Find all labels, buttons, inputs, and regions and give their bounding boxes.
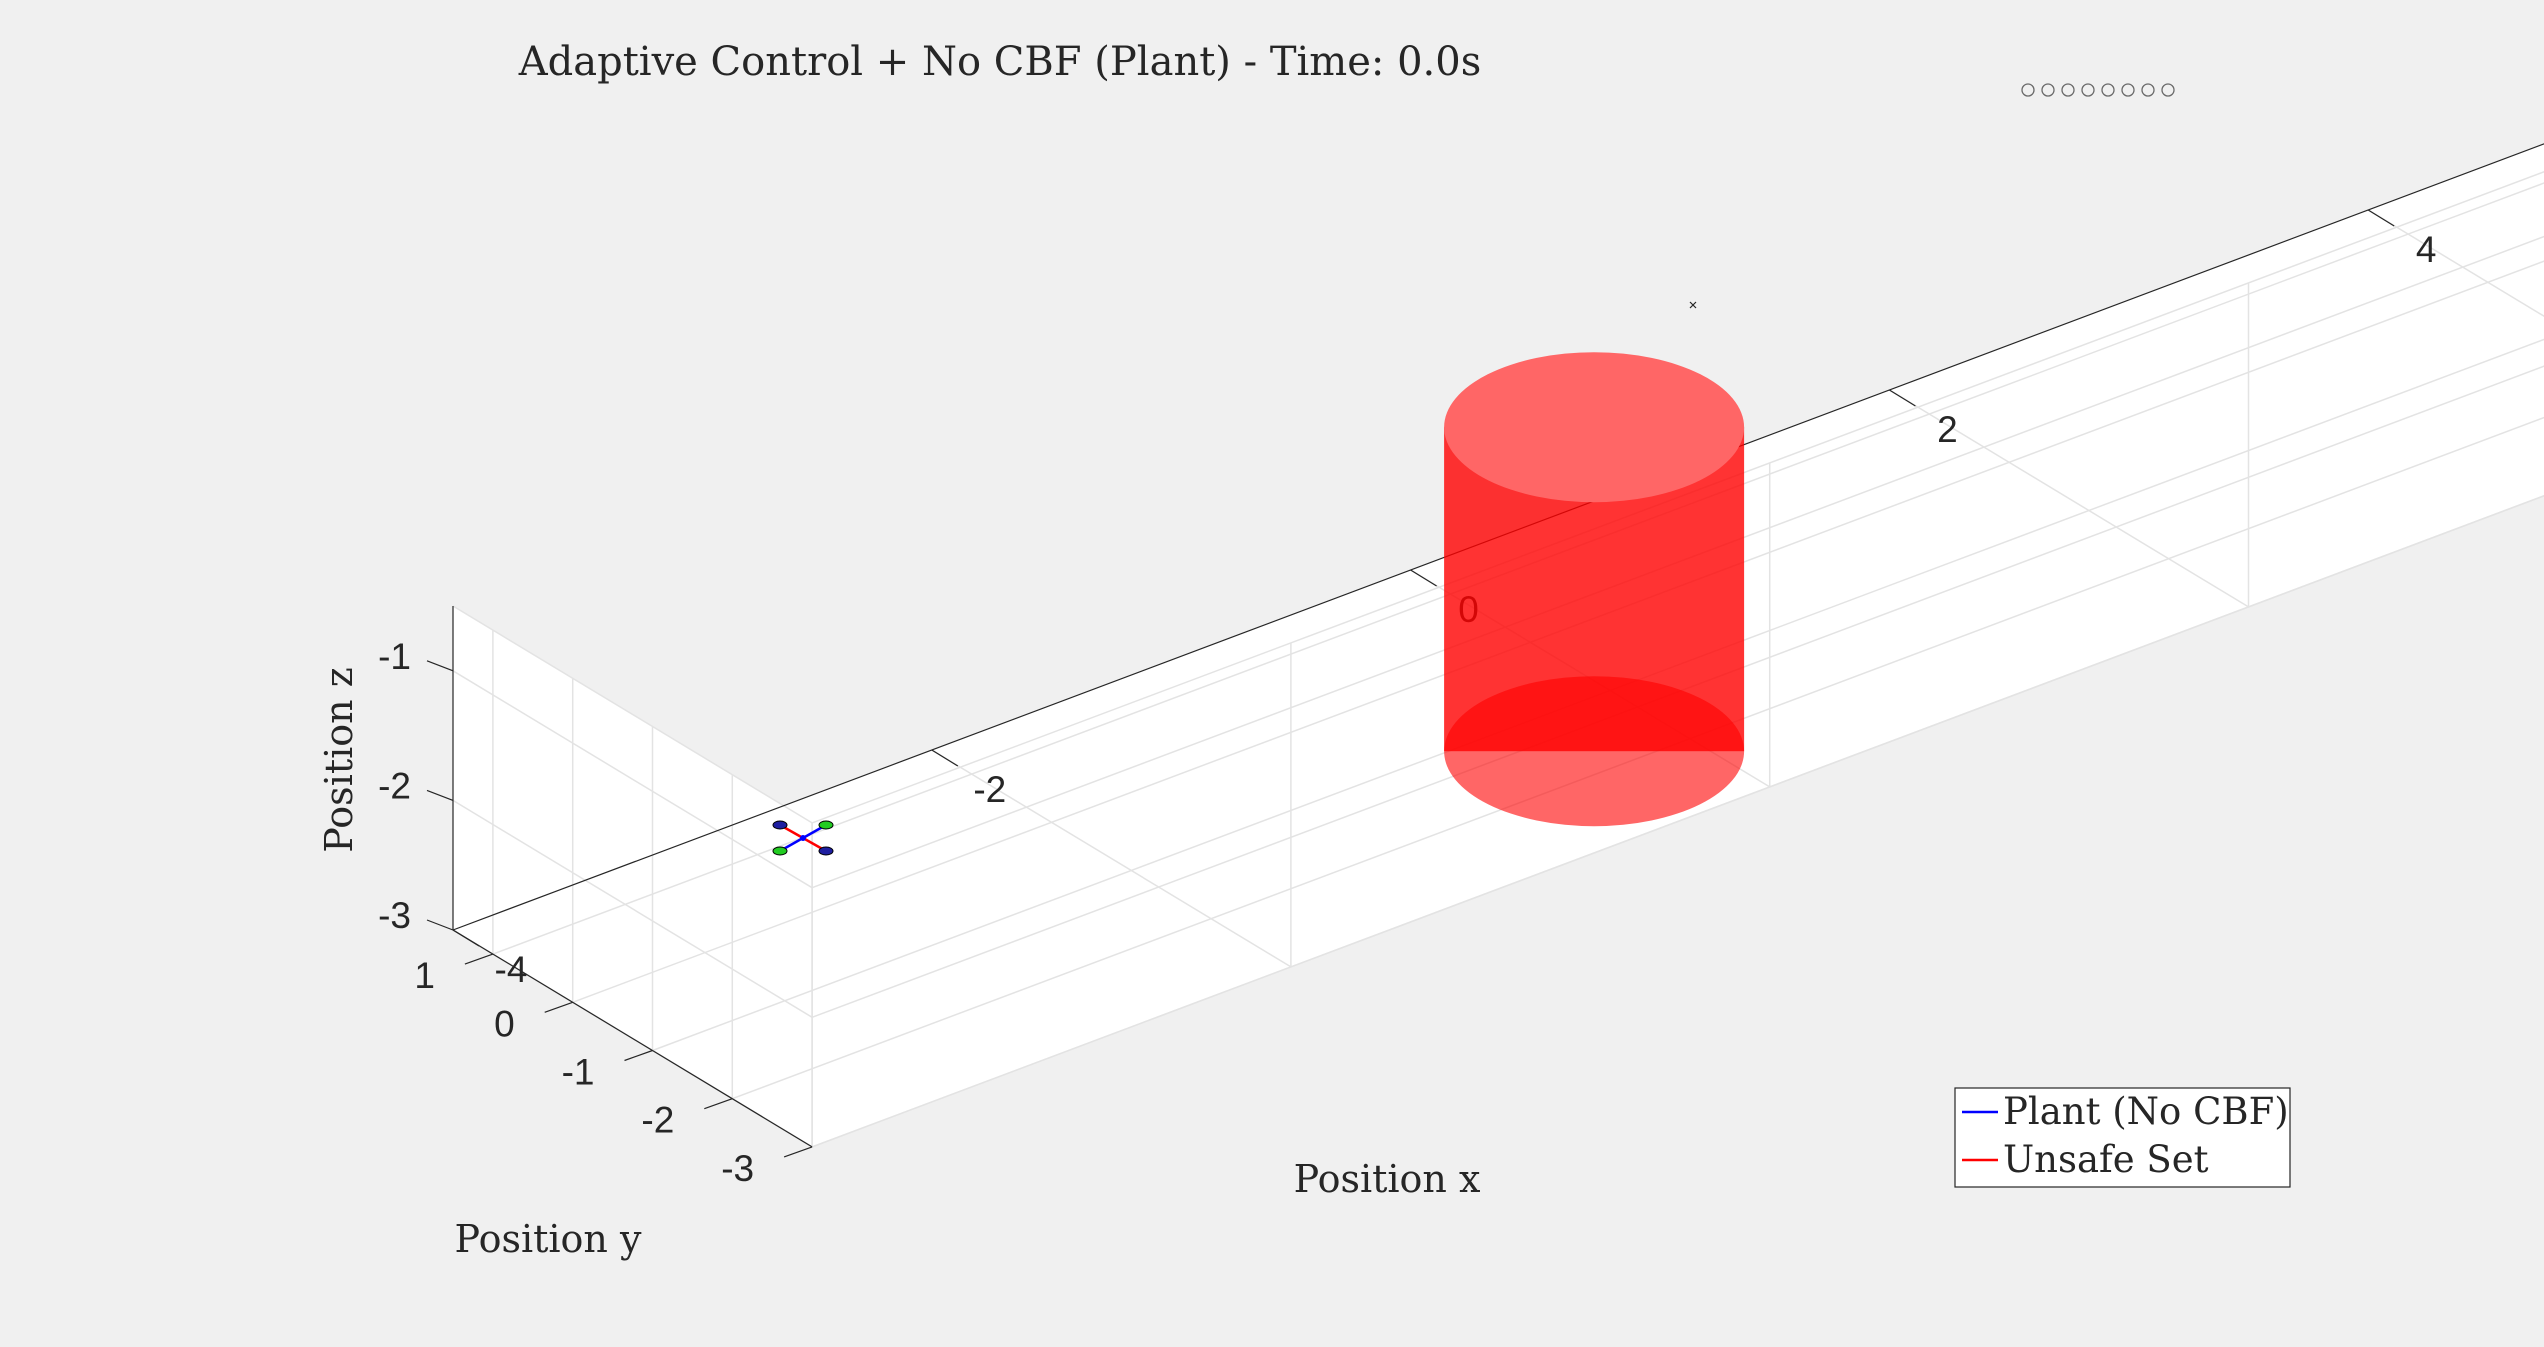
y-tick-mark <box>704 1098 733 1110</box>
cylinder-top-cap <box>1444 352 1745 503</box>
quadrotor-body <box>800 835 806 841</box>
x-tick-label: 2 <box>1937 409 1958 450</box>
grid-line-z <box>452 799 813 1018</box>
chart-title: Adaptive Control + No CBF (Plant) - Time… <box>518 39 1481 85</box>
rotate-icon[interactable] <box>2081 83 2095 97</box>
box-edge <box>811 171 2544 824</box>
rotor <box>772 846 788 856</box>
z-tick-mark <box>426 660 454 672</box>
x-axis-label: Position x <box>1294 1157 1481 1201</box>
grid-line-z <box>811 365 2544 1019</box>
target-marker <box>1689 301 1697 309</box>
legend[interactable]: Plant (No CBF) Unsafe Set <box>1954 1087 2291 1188</box>
x-tick-label: -4 <box>495 949 528 990</box>
y-tick-label: 1 <box>414 955 435 996</box>
y-tick-mark <box>783 1146 813 1158</box>
rotor <box>772 820 788 830</box>
z-tick-label: -3 <box>378 895 411 936</box>
y-axis-label: Position y <box>455 1217 642 1261</box>
legend-entry-plant: Plant (No CBF) <box>2003 1090 2289 1133</box>
x-tick-mark <box>1410 569 1437 587</box>
grid-line-x <box>931 749 1292 968</box>
y-tick-label: -1 <box>562 1052 595 1093</box>
axes-toolbar[interactable] <box>2021 83 2175 97</box>
legend-entry-unsafe-set: Unsafe Set <box>2003 1138 2209 1181</box>
z-tick-mark <box>426 789 454 801</box>
grid-line-z <box>452 670 813 889</box>
box-edge <box>452 605 813 824</box>
legend-box <box>1954 1087 2291 1188</box>
y-tick-label: -2 <box>641 1100 674 1141</box>
pan-icon[interactable] <box>2101 83 2115 97</box>
z-tick-label: -1 <box>378 636 411 677</box>
x-tick-mark <box>2367 209 2395 227</box>
grid-line-y <box>492 182 2544 955</box>
x-axis-line <box>452 143 2544 931</box>
unsafe-cylinder <box>1444 352 1745 827</box>
grid-line-y <box>652 338 2544 1052</box>
z-tick-mark <box>426 919 454 931</box>
brush-icon[interactable] <box>2021 83 2035 97</box>
x-tick-mark <box>931 749 959 767</box>
grid-line-x <box>1889 389 2249 608</box>
axes-3d: -4-20246-3-2-101-3-2-1 <box>378 143 2544 1189</box>
quadrotor-marker <box>772 820 834 856</box>
export-icon[interactable] <box>2061 83 2075 97</box>
grid-line-z <box>811 495 2544 1148</box>
datatip-icon[interactable] <box>2041 83 2055 97</box>
y-tick-mark <box>544 1001 573 1013</box>
rotor <box>818 846 834 856</box>
y-tick-label: -3 <box>721 1148 754 1189</box>
grid-line-y <box>572 260 2544 1004</box>
rotor <box>818 820 834 830</box>
z-tick-label: -2 <box>378 765 411 806</box>
left-wall-panel <box>453 606 813 1147</box>
x-tick-label: -2 <box>973 769 1006 810</box>
grid-line-x <box>2367 209 2544 318</box>
y-tick-mark <box>464 953 494 965</box>
zoom-in-icon[interactable] <box>2121 83 2135 97</box>
y-tick-label: 0 <box>494 1003 515 1044</box>
x-tick-label: 4 <box>2416 229 2437 270</box>
z-axis-label: Position z <box>317 667 361 852</box>
x-tick-mark <box>1889 389 1916 407</box>
grid-line-y <box>732 416 2544 1100</box>
home-icon[interactable] <box>2161 83 2175 97</box>
grid-line-z <box>811 235 2544 889</box>
x-tick-mark <box>452 929 480 947</box>
y-axis-line <box>452 929 813 1148</box>
zoom-out-icon[interactable] <box>2141 83 2155 97</box>
y-tick-mark <box>624 1049 653 1062</box>
